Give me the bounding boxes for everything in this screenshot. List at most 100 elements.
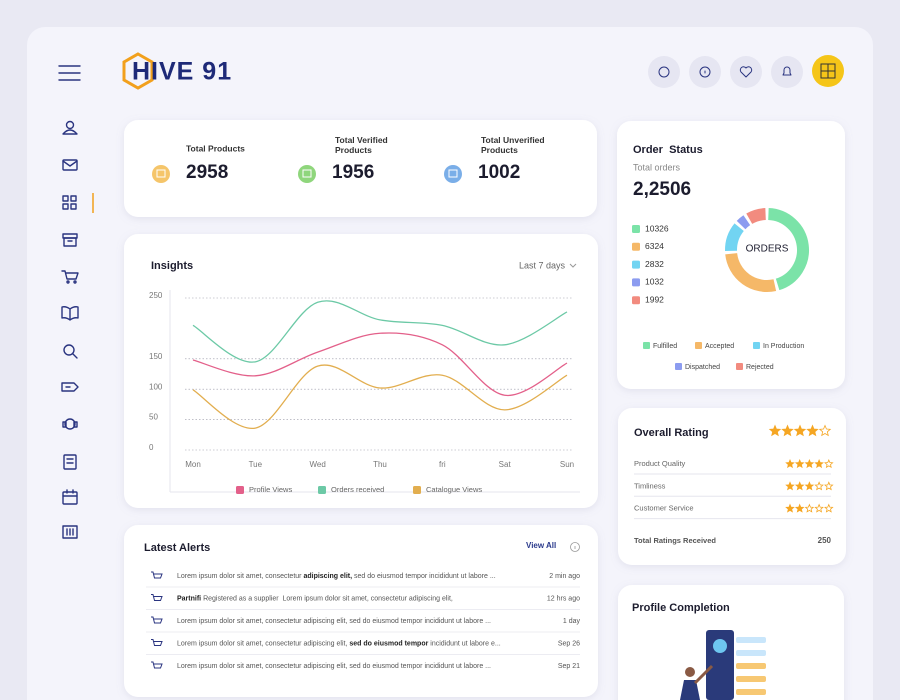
donut-segment [736, 215, 751, 230]
alert-text: Lorem ipsum dolor sit amet, consectetur … [177, 573, 496, 580]
alert-text-part: Registered as a supplier Lorem ipsum dol… [201, 595, 453, 602]
alerts-title: Latest Alerts [144, 542, 210, 554]
profile-illustration [680, 630, 766, 700]
alert-text-part: Partnifi [177, 595, 201, 602]
y-tick-label: 0 [149, 443, 154, 452]
value-swatch [632, 242, 640, 251]
donut-segment [746, 208, 767, 225]
star-filled [793, 424, 807, 437]
alert-text-part: adipiscing elit, [303, 573, 352, 580]
star-empty [804, 503, 815, 513]
alert-text-part: Lorem ipsum dolor sit amet, consectetur … [177, 618, 491, 625]
nav-company[interactable] [62, 525, 78, 539]
alert-text-part: sed do eiusmod tempor [349, 640, 428, 647]
alert-text-part: sed do eiusmod tempor incididunt ut labo… [352, 573, 496, 580]
alert-text: Lorem ipsum dolor sit amet, consectetur … [177, 618, 491, 625]
order-total: 2,2506 [633, 179, 691, 200]
insights-card [124, 234, 598, 508]
nav-mail[interactable] [62, 159, 78, 171]
y-tick-label: 150 [149, 352, 163, 361]
nav-profile[interactable] [62, 120, 78, 135]
alert-time: Sep 21 [558, 663, 580, 670]
nav-tag[interactable] [61, 382, 79, 392]
notifications-button[interactable] [771, 56, 803, 88]
alert-time: 2 min ago [549, 573, 580, 580]
nav-catalog[interactable] [63, 454, 77, 470]
order-value: 10326 [645, 223, 669, 233]
star-filled [785, 503, 795, 513]
y-tick-label: 50 [149, 413, 158, 422]
rating-label: Customer Service [634, 504, 694, 513]
nav-cart[interactable] [61, 270, 79, 284]
help-button[interactable] [689, 56, 721, 88]
alert-text-part: Lorem ipsum dolor sit amet, consectetur … [177, 640, 349, 647]
star-filled [768, 424, 782, 437]
star-filled [794, 458, 805, 469]
line-series [192, 332, 568, 396]
legend-swatch [413, 486, 421, 494]
stat-icon-glyph [302, 169, 312, 178]
legend-swatch [318, 486, 326, 494]
legend-swatch [753, 342, 760, 349]
legend-label: Dispatched [685, 364, 720, 371]
alert-icon [151, 571, 163, 579]
star-filled [785, 458, 795, 469]
x-tick-label: Mon [185, 460, 201, 469]
x-tick-label: Tue [249, 460, 263, 469]
nav-dashboard[interactable] [62, 195, 77, 210]
x-tick-label: Sat [499, 460, 512, 469]
star-filled [794, 503, 805, 513]
value-swatch [632, 225, 640, 233]
insights-title: Insights [151, 260, 193, 272]
star-filled [794, 481, 805, 491]
alert-text-part: incididunt ut labore e... [428, 640, 500, 647]
order-value: 1992 [645, 294, 664, 304]
legend-swatch [643, 342, 650, 349]
logo-hexagon [122, 52, 154, 90]
legend-label: Profile Views [249, 485, 292, 494]
stat-label: Total Products [186, 143, 245, 153]
x-tick-label: fri [439, 460, 446, 469]
favorites-button[interactable] [730, 56, 762, 88]
view-all[interactable]: View All [526, 541, 556, 550]
donut-segment [725, 252, 777, 292]
nav-support[interactable] [62, 418, 78, 430]
donut-segment [767, 208, 809, 291]
alert-time: 12 hrs ago [547, 595, 580, 602]
rating-total: 250 [818, 536, 832, 545]
stat-label-line: Total Verified [335, 135, 388, 145]
menu-button[interactable] [58, 65, 81, 81]
legend-swatch [236, 486, 244, 494]
header-actions [648, 55, 844, 88]
line-series [192, 364, 568, 429]
x-tick-label: Wed [310, 460, 326, 469]
range-label[interactable]: Last 7 days [519, 260, 566, 270]
rating-title: Overall Rating [634, 427, 709, 439]
stat-icon-glyph [156, 169, 166, 178]
order-status-title: Order Status [633, 144, 703, 156]
x-tick-label: Sun [560, 460, 574, 469]
stat-value: 1956 [332, 162, 374, 183]
rating-label: Product Quality [634, 459, 686, 468]
logo: HIVE 91 [122, 52, 231, 90]
nav-search[interactable] [63, 344, 78, 359]
stat-icon [298, 165, 316, 183]
star-filled [806, 424, 819, 437]
chat-button[interactable] [648, 56, 680, 88]
x-tick-label: Thu [373, 460, 387, 469]
info-icon[interactable] [570, 542, 580, 552]
nav-book[interactable] [61, 306, 79, 321]
nav-archive[interactable] [62, 233, 78, 247]
alert-icon [151, 661, 163, 669]
legend-label: Orders received [331, 485, 384, 494]
legend-swatch [695, 342, 702, 349]
range-select[interactable]: Last 7 days [519, 260, 577, 270]
star-empty [824, 481, 834, 491]
alert-text-part: Lorem ipsum dolor sit amet, consectetur [177, 573, 303, 580]
star-empty [824, 503, 834, 513]
nav-calendar[interactable] [62, 489, 78, 505]
avatar[interactable] [812, 55, 844, 87]
legend-label: Rejected [746, 364, 774, 371]
alert-icon [151, 639, 163, 646]
line-series [192, 300, 568, 363]
